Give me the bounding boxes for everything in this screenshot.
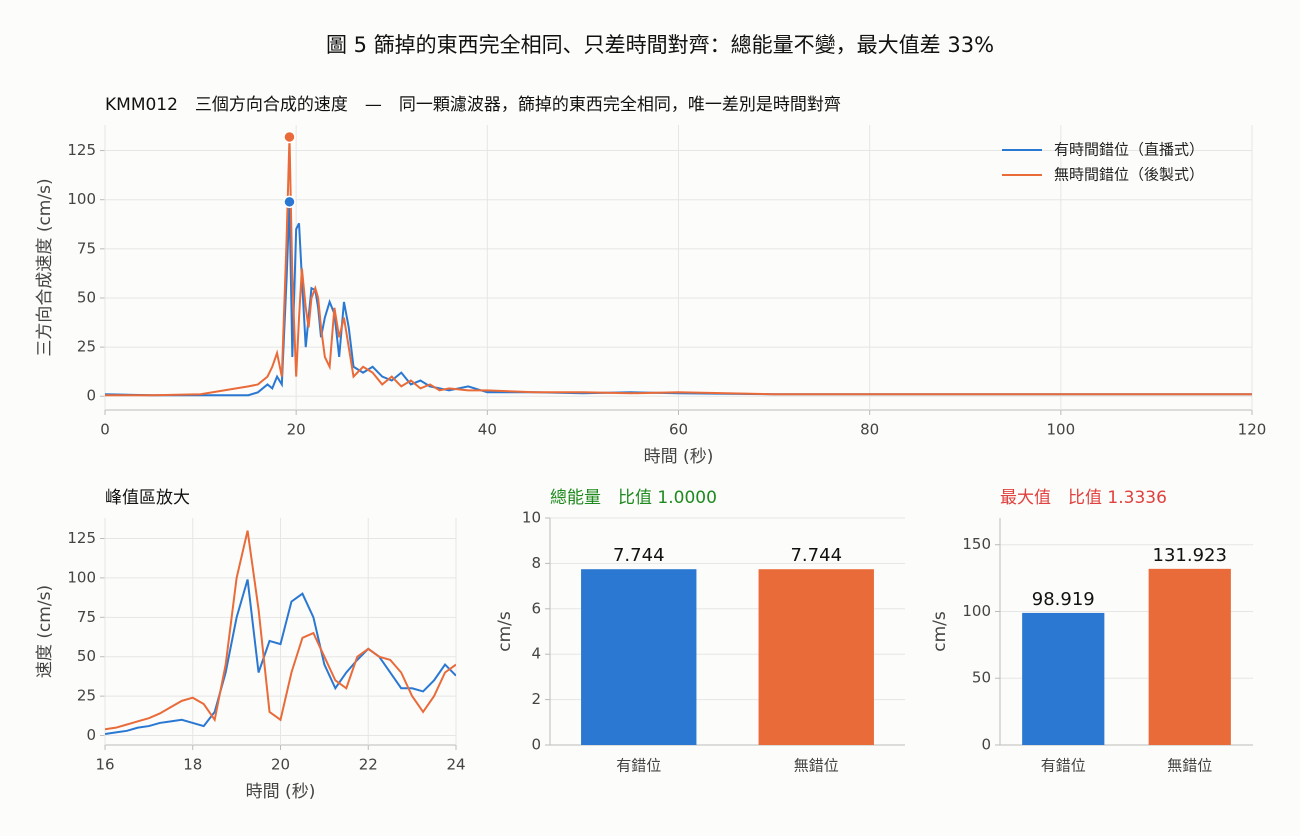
peak-marker: [283, 130, 296, 144]
x-tick-label: 24: [446, 756, 465, 774]
x-tick-label: 120: [1238, 421, 1267, 439]
y-tick-label: 100: [962, 602, 991, 620]
y-tick-label: 0: [531, 736, 541, 754]
x-tick-label: 0: [100, 421, 110, 439]
y-tick-label: 50: [77, 288, 96, 306]
y-axis-label: 速度 (cm/s): [35, 585, 55, 678]
x-tick-label: 18: [183, 756, 202, 774]
y-tick-label: 75: [77, 239, 96, 257]
figure-title: 圖 5 篩掉的東西完全相同、只差時間對齊：總能量不變，最大值差 33%: [326, 33, 994, 57]
peak-marker: [283, 195, 296, 209]
value-label: 98.919: [1032, 589, 1095, 610]
chart-title: 總能量 比值 1.0000: [550, 488, 717, 508]
chart-title: 最大值 比值 1.3336: [1000, 488, 1167, 508]
x-tick-label: 60: [669, 421, 688, 439]
series-line: [105, 530, 456, 731]
y-tick-label: 125: [67, 141, 96, 159]
y-tick-label: 4: [531, 645, 541, 663]
y-axis-label: cm/s: [930, 611, 950, 652]
y-tick-label: 75: [77, 608, 96, 626]
value-label: 7.744: [613, 545, 665, 566]
x-axis-label: 時間 (秒): [644, 447, 714, 467]
y-tick-label: 100: [67, 190, 96, 208]
x-tick-label: 100: [1047, 421, 1076, 439]
x-tick-label: 22: [359, 756, 378, 774]
legend-label: 有時間錯位（直播式）: [1054, 141, 1204, 159]
value-label: 7.744: [790, 545, 842, 566]
x-tick-label: 20: [271, 756, 290, 774]
y-axis-label: cm/s: [495, 611, 515, 652]
series-line: [105, 136, 1252, 397]
y-tick-label: 25: [77, 687, 96, 705]
y-tick-label: 150: [962, 535, 991, 553]
x-tick-label: 20: [287, 421, 306, 439]
x-tick-label: 無錯位: [794, 757, 839, 775]
value-label: 131.923: [1153, 545, 1227, 566]
bar: [1022, 612, 1105, 745]
y-tick-label: 2: [531, 690, 541, 708]
bar: [1148, 568, 1231, 745]
y-tick-label: 50: [972, 669, 991, 687]
x-axis-label: 時間 (秒): [246, 782, 316, 802]
x-tick-label: 無錯位: [1167, 757, 1212, 775]
x-tick-label: 有錯位: [1041, 757, 1086, 775]
x-tick-label: 40: [478, 421, 497, 439]
y-tick-label: 100: [67, 568, 96, 586]
y-tick-label: 125: [67, 529, 96, 547]
y-tick-label: 25: [77, 338, 96, 356]
series-line: [105, 579, 456, 735]
bar: [758, 569, 874, 745]
chart-title: KMM012 三個方向合成的速度 — 同一顆濾波器，篩掉的東西完全相同，唯一差別…: [105, 95, 841, 115]
x-tick-label: 80: [860, 421, 879, 439]
y-tick-label: 0: [86, 387, 96, 405]
legend-label: 無時間錯位（後製式）: [1054, 166, 1204, 184]
x-tick-label: 16: [95, 756, 114, 774]
y-axis-label: 三方向合成速度 (cm/s): [35, 178, 55, 356]
chart-title: 峰值區放大: [105, 488, 190, 508]
y-tick-label: 0: [981, 736, 991, 754]
y-tick-label: 10: [522, 509, 541, 527]
x-tick-label: 有錯位: [616, 757, 661, 775]
y-tick-label: 50: [77, 647, 96, 665]
y-tick-label: 0: [86, 726, 96, 744]
y-tick-label: 6: [531, 599, 541, 617]
bar: [581, 569, 697, 745]
y-tick-label: 8: [531, 554, 541, 572]
